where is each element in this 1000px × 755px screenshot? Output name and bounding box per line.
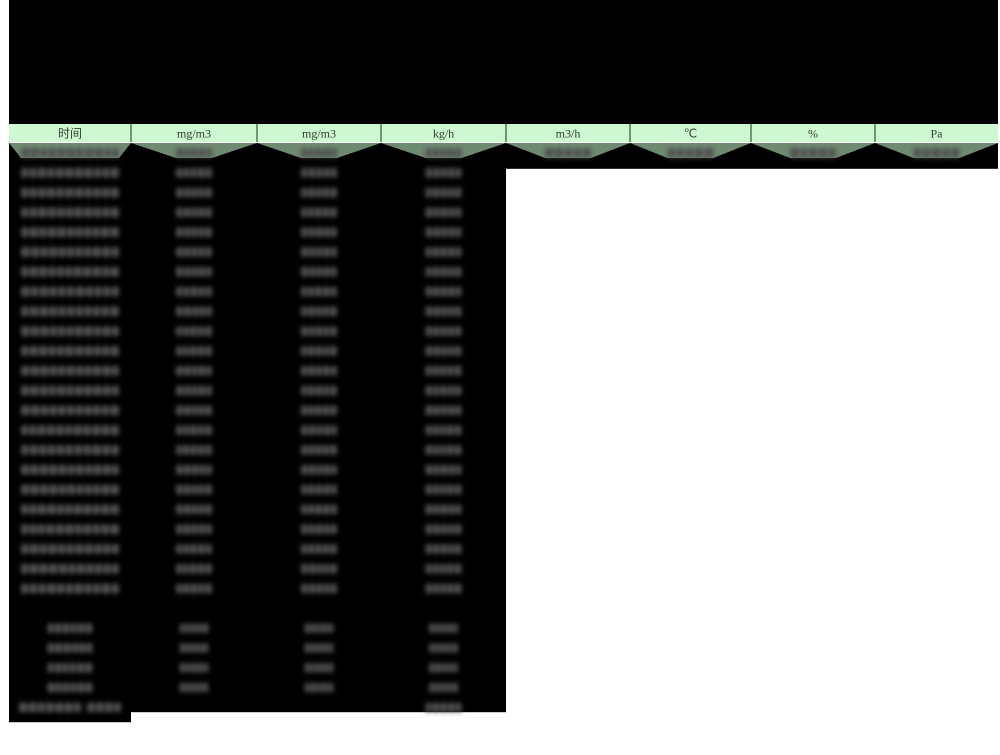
svg-text:mg/m3: mg/m3 [177,127,211,141]
svg-text:kg/h: kg/h [433,127,454,141]
svg-text:m3/h: m3/h [556,127,581,141]
svg-text:mg/m3: mg/m3 [302,127,336,141]
svg-text:℃: ℃ [684,127,697,141]
svg-text:Pa: Pa [931,127,944,141]
svg-text:%: % [808,127,818,141]
svg-text:时间: 时间 [58,127,82,141]
